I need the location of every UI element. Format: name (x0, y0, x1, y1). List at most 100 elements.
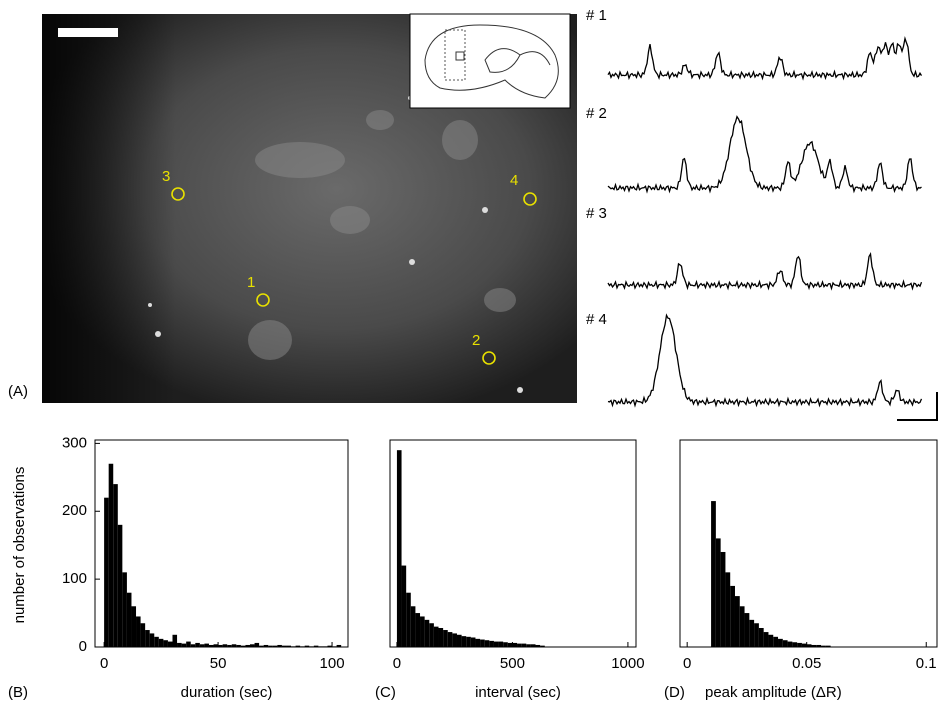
bar (489, 640, 494, 647)
bar (117, 524, 123, 647)
trace (607, 115, 922, 194)
bar (763, 632, 769, 647)
bar (181, 643, 187, 647)
bar (406, 592, 411, 647)
bar (730, 585, 735, 647)
bar (447, 632, 453, 647)
x-axis-label: interval (sec) (475, 684, 561, 701)
bar (254, 642, 260, 647)
bar (131, 606, 137, 647)
bar (259, 645, 264, 647)
plot-frame (389, 439, 637, 648)
x-tick-label: 0 (393, 655, 401, 672)
bar (521, 643, 527, 647)
bar (295, 645, 301, 647)
y-tick-label: 300 (62, 434, 87, 451)
trace (607, 35, 923, 81)
bar (498, 641, 504, 647)
bar (167, 641, 173, 647)
bar (470, 637, 476, 647)
trace-label: # 2 (586, 105, 607, 122)
bar (190, 644, 196, 647)
bar (415, 613, 421, 647)
x-tick-label: 50 (210, 655, 227, 672)
bar (204, 643, 209, 647)
bar (186, 641, 191, 647)
bar (801, 643, 807, 647)
bar (177, 642, 182, 647)
bar (401, 565, 407, 647)
traces (607, 35, 923, 408)
bar (410, 606, 416, 647)
plot-frame (679, 439, 938, 648)
bar (149, 633, 155, 647)
bar (466, 636, 471, 647)
bar (526, 644, 531, 647)
bar (535, 644, 541, 647)
bar (792, 642, 798, 647)
bar (816, 644, 822, 647)
bar (715, 538, 721, 647)
bar (754, 623, 759, 647)
bar (438, 627, 444, 647)
bar (461, 636, 467, 647)
x-tick-label: 500 (500, 655, 525, 672)
bar (517, 643, 522, 647)
panel-label: (B) (8, 684, 28, 701)
bar (136, 616, 141, 647)
bar (512, 642, 518, 647)
bar (768, 634, 774, 647)
bar (227, 644, 232, 647)
panel-label: (D) (664, 684, 685, 701)
bar (424, 619, 430, 647)
trace (607, 313, 923, 408)
bar (456, 634, 462, 647)
bar (429, 623, 434, 647)
bar (787, 641, 793, 647)
bar (195, 642, 200, 647)
x-tick-label: 0.1 (916, 655, 937, 672)
bar (172, 634, 178, 647)
brain-inset (409, 13, 571, 109)
bar (720, 551, 726, 647)
bar (245, 644, 250, 647)
bar (208, 644, 214, 647)
bar (739, 606, 745, 647)
bar (821, 645, 826, 647)
x-tick-label: 0 (683, 655, 691, 672)
x-axis-label: peak amplitude (ΔR) (705, 684, 842, 701)
trace-label: # 4 (586, 311, 607, 328)
bar (530, 644, 536, 647)
bar (286, 645, 292, 647)
bar (277, 644, 282, 647)
bar (773, 636, 779, 647)
bar (749, 619, 755, 647)
bar (420, 616, 425, 647)
bar (734, 596, 740, 647)
bar (313, 645, 319, 647)
panel-label: (A) (8, 383, 28, 400)
bar (222, 644, 228, 647)
x-axis-label: duration (sec) (181, 684, 273, 701)
trace-scale-bar (897, 392, 938, 421)
bar (825, 645, 831, 647)
bar (806, 644, 812, 647)
bar (811, 644, 817, 647)
bar (281, 645, 287, 647)
cell-label: 1 (247, 274, 255, 291)
y-tick-label: 100 (62, 570, 87, 587)
bar (158, 638, 164, 647)
bar (268, 645, 273, 647)
bar (433, 626, 439, 647)
bar (711, 501, 716, 647)
bar (126, 592, 132, 647)
bar (396, 450, 402, 647)
bar (493, 641, 499, 647)
bar (484, 640, 490, 647)
x-tick-label: 100 (320, 655, 345, 672)
cell-label: 2 (472, 332, 480, 349)
plot-frame (94, 439, 349, 648)
bar (140, 623, 146, 647)
trace-label: # 3 (586, 205, 607, 222)
